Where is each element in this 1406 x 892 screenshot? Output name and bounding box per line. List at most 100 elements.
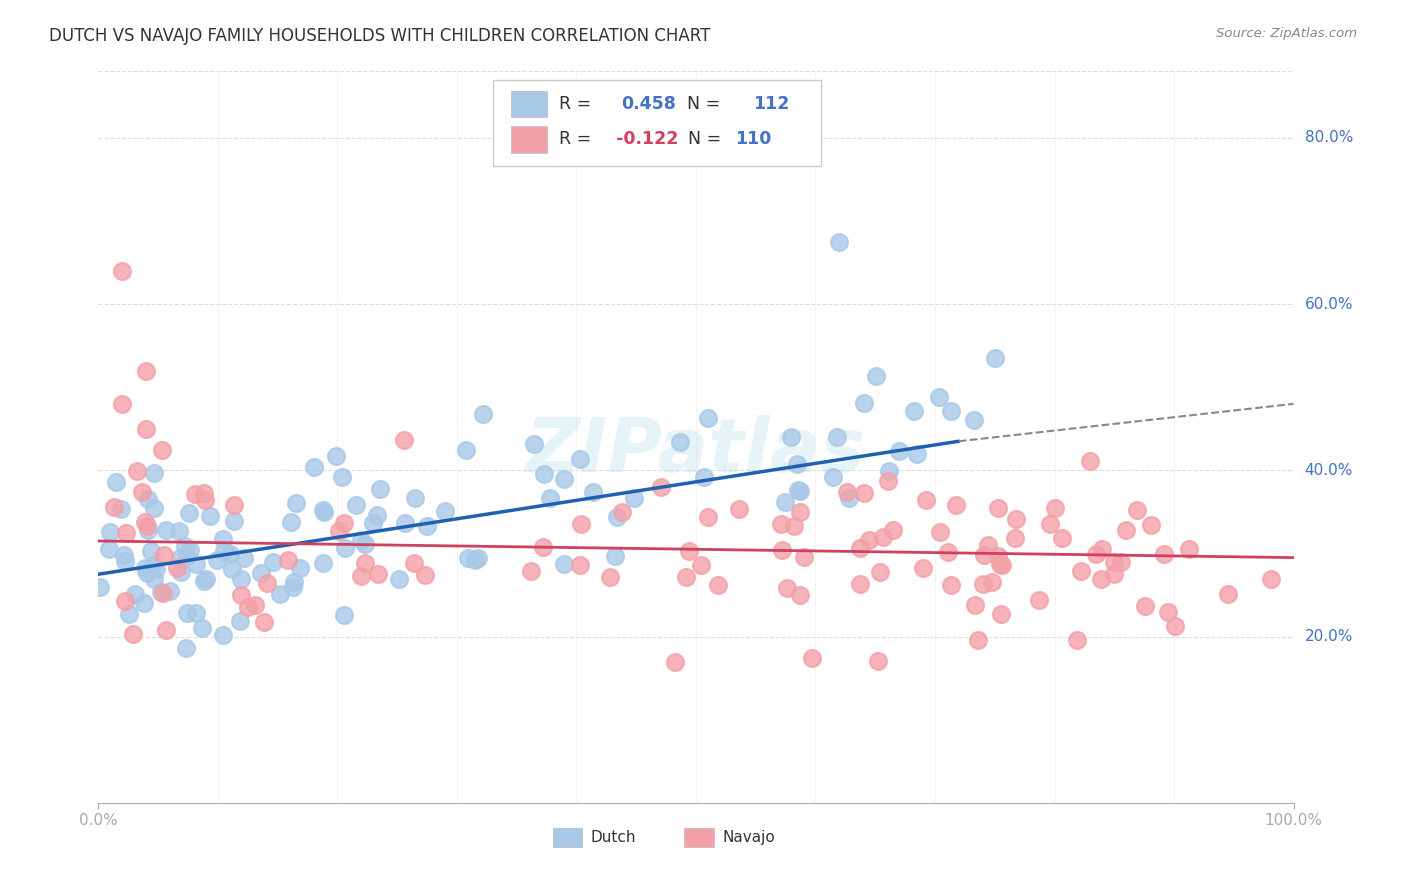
Point [195, 572, 218, 586]
Point [1039, 517, 1062, 532]
Point [167, 524, 190, 538]
Point [184, 606, 207, 620]
Point [143, 466, 166, 480]
FancyBboxPatch shape [494, 80, 821, 167]
Point [1078, 454, 1101, 468]
Point [610, 505, 633, 519]
Point [134, 560, 156, 574]
Point [990, 558, 1012, 572]
Point [136, 566, 159, 580]
Point [1109, 555, 1132, 569]
Point [283, 574, 305, 589]
Point [849, 541, 872, 555]
Point [1091, 541, 1114, 556]
Point [669, 434, 692, 449]
Point [159, 584, 181, 599]
Point [350, 569, 373, 583]
Point [166, 561, 188, 575]
Point [457, 551, 479, 566]
Point [1066, 632, 1088, 647]
Point [193, 485, 215, 500]
Text: Dutch: Dutch [591, 830, 637, 846]
Point [678, 543, 700, 558]
Point [939, 578, 962, 592]
Point [250, 566, 273, 580]
Point [311, 556, 333, 570]
Point [770, 517, 793, 532]
Point [256, 576, 278, 591]
Point [868, 654, 890, 668]
Point [224, 498, 246, 512]
Point [222, 514, 245, 528]
Point [212, 627, 235, 641]
Point [205, 553, 228, 567]
Point [981, 574, 1004, 589]
Point [853, 396, 876, 410]
Point [312, 505, 335, 519]
Point [872, 530, 894, 544]
Text: 60.0%: 60.0% [1305, 297, 1353, 311]
Point [963, 413, 986, 427]
Point [328, 524, 350, 538]
Point [285, 495, 308, 509]
Point [344, 498, 367, 512]
Point [176, 549, 198, 563]
Point [977, 538, 1000, 552]
Point [728, 501, 751, 516]
Point [865, 369, 887, 384]
Point [905, 447, 928, 461]
Point [155, 623, 177, 637]
Point [858, 533, 880, 548]
Point [972, 577, 994, 591]
Point [801, 651, 824, 665]
Point [135, 363, 157, 377]
Point [304, 459, 326, 474]
Point [869, 565, 891, 579]
Point [1050, 531, 1073, 545]
Point [176, 606, 198, 620]
Point [404, 491, 426, 506]
Point [793, 549, 815, 564]
Point [973, 548, 995, 562]
Point [1153, 547, 1175, 561]
Point [782, 519, 804, 533]
Point [1115, 523, 1137, 537]
Text: 110: 110 [735, 130, 772, 148]
Point [523, 436, 546, 450]
Point [690, 558, 713, 572]
Point [786, 457, 808, 471]
Point [903, 404, 925, 418]
Point [221, 562, 243, 576]
Point [1090, 572, 1112, 586]
Point [394, 516, 416, 530]
Point [125, 464, 148, 478]
Point [243, 598, 266, 612]
Point [332, 470, 354, 484]
Point [170, 566, 193, 580]
Point [986, 549, 1008, 563]
Point [194, 492, 217, 507]
Point [467, 550, 489, 565]
Point [533, 467, 555, 481]
Point [231, 588, 253, 602]
Point [939, 404, 962, 418]
Point [664, 655, 686, 669]
Point [852, 486, 875, 500]
Point [889, 444, 911, 458]
Point [105, 475, 128, 490]
Point [169, 550, 191, 565]
Point [553, 472, 575, 486]
Point [1157, 605, 1180, 619]
Point [776, 581, 799, 595]
Text: DUTCH VS NAVAJO FAMILY HOUSEHOLDS WITH CHILDREN CORRELATION CHART: DUTCH VS NAVAJO FAMILY HOUSEHOLDS WITH C… [49, 27, 710, 45]
Point [582, 484, 605, 499]
Point [114, 554, 136, 568]
Point [253, 615, 276, 629]
Point [110, 502, 132, 516]
Point [228, 614, 250, 628]
Point [928, 390, 950, 404]
Point [143, 501, 166, 516]
Point [280, 515, 302, 529]
Point [697, 410, 720, 425]
Point [928, 525, 950, 540]
